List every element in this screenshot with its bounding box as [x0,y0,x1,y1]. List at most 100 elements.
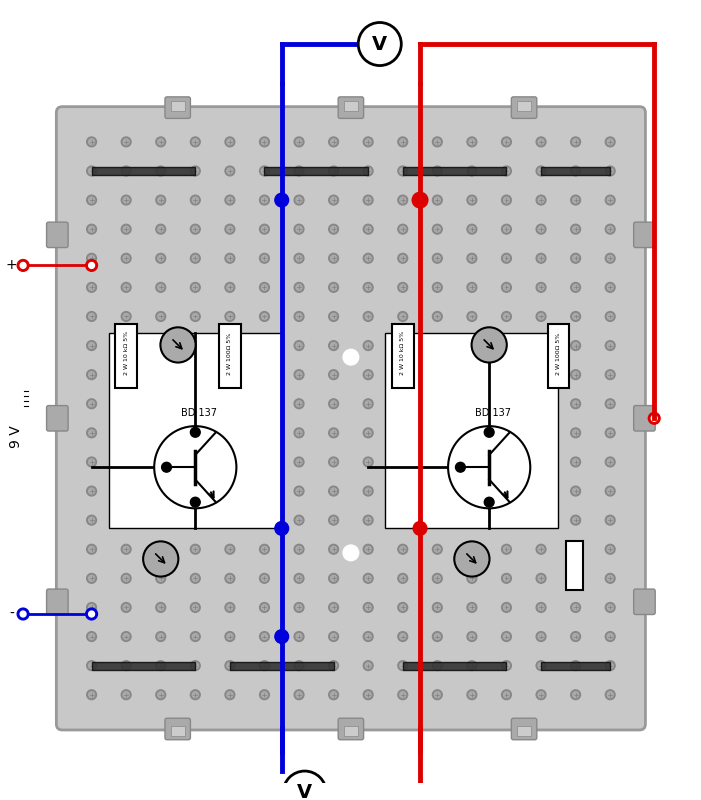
Circle shape [467,632,477,642]
Circle shape [538,692,544,698]
Circle shape [571,486,580,496]
Circle shape [296,546,302,552]
Circle shape [538,605,544,610]
Circle shape [365,285,371,290]
Circle shape [433,137,442,146]
Circle shape [536,486,546,496]
Bar [92,167,196,175]
Circle shape [435,459,440,465]
Circle shape [607,372,613,378]
Circle shape [469,139,475,145]
Circle shape [296,314,302,319]
Circle shape [433,544,442,554]
Circle shape [536,515,546,525]
Circle shape [259,311,269,322]
Circle shape [433,282,442,292]
Circle shape [156,341,165,350]
Circle shape [121,254,131,263]
Circle shape [275,194,289,207]
Bar [344,101,358,110]
Circle shape [123,255,129,262]
Circle shape [538,168,544,174]
Bar [403,167,506,175]
Circle shape [605,574,615,583]
Bar [517,726,531,736]
Circle shape [192,634,198,639]
Circle shape [329,486,339,496]
Circle shape [605,195,615,205]
Circle shape [259,282,269,292]
Bar [541,662,610,670]
Circle shape [571,690,580,700]
Circle shape [191,574,200,583]
Circle shape [400,692,406,698]
Circle shape [536,690,546,700]
Text: 10 kΩ 5%: 10 kΩ 5% [400,331,405,362]
Circle shape [261,662,267,669]
Circle shape [227,634,233,639]
Circle shape [123,168,129,174]
Circle shape [259,399,269,409]
Circle shape [192,342,198,349]
Circle shape [536,428,546,438]
Circle shape [571,311,580,322]
Circle shape [536,632,546,642]
Circle shape [469,226,475,232]
Circle shape [503,488,510,494]
Circle shape [398,428,408,438]
Circle shape [329,137,339,146]
Circle shape [331,662,336,669]
Circle shape [227,314,233,319]
Circle shape [296,285,302,290]
Circle shape [502,661,511,670]
Circle shape [365,255,371,262]
Circle shape [121,428,131,438]
Circle shape [571,632,580,642]
Circle shape [467,195,477,205]
Circle shape [191,690,200,700]
Circle shape [259,224,269,234]
Circle shape [331,285,336,290]
Circle shape [571,602,580,612]
Circle shape [503,342,510,349]
Circle shape [294,457,304,467]
Circle shape [192,605,198,610]
Bar [403,662,506,670]
Circle shape [329,254,339,263]
Circle shape [365,459,371,465]
Circle shape [227,401,233,406]
Circle shape [363,690,373,700]
Circle shape [435,488,440,494]
Circle shape [191,486,200,496]
Circle shape [294,428,304,438]
Circle shape [467,428,477,438]
Circle shape [469,575,475,582]
Circle shape [538,518,544,523]
Circle shape [502,166,511,176]
Circle shape [191,661,200,670]
Circle shape [469,255,475,262]
Circle shape [469,372,475,378]
Circle shape [161,327,196,362]
Circle shape [191,195,200,205]
Circle shape [331,488,336,494]
Circle shape [88,518,95,523]
Circle shape [467,311,477,322]
Circle shape [398,544,408,554]
Circle shape [502,428,511,438]
Bar [116,324,137,388]
Circle shape [538,459,544,465]
Circle shape [123,634,129,639]
Circle shape [502,399,511,409]
Circle shape [605,282,615,292]
Circle shape [259,515,269,525]
Circle shape [156,137,165,146]
Circle shape [502,195,511,205]
Circle shape [88,262,95,268]
FancyBboxPatch shape [165,718,191,740]
Circle shape [191,137,200,146]
Circle shape [435,634,440,639]
Circle shape [607,139,613,145]
Circle shape [192,662,198,669]
Circle shape [87,515,97,525]
